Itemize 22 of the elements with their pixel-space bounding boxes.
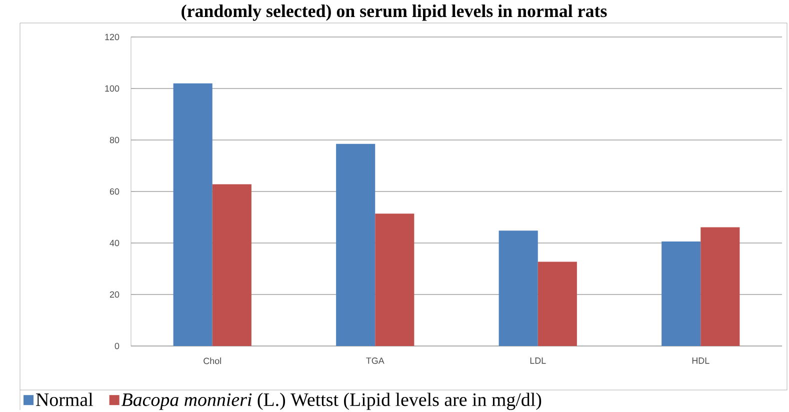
legend-label: Bacopa monnieri (L.) Wettst (Lipid levels are in mg/dl)	[121, 392, 542, 410]
y-tick-label: 20	[110, 291, 120, 298]
bar	[336, 144, 376, 346]
x-tick-label: LDL	[530, 358, 546, 364]
y-tick-label: 0	[114, 342, 120, 350]
y-tick-label: 120	[105, 34, 120, 40]
y-tick-label: 40	[110, 240, 120, 246]
bar	[212, 184, 252, 346]
x-tick-label: Chol	[204, 358, 221, 364]
legend-label: Normal	[36, 392, 93, 406]
chart-title: (randomly selected) on serum lipid levels in normal rats	[182, 4, 607, 21]
y-tick-label: 80	[110, 136, 120, 144]
bar	[498, 230, 538, 346]
bar	[662, 241, 701, 346]
bar	[538, 262, 577, 346]
x-tick-label: TGA	[366, 358, 384, 364]
y-tick-label: 100	[105, 85, 120, 92]
bar	[375, 214, 414, 346]
bar	[700, 227, 740, 346]
bar	[173, 83, 212, 346]
y-tick-label: 60	[110, 188, 120, 195]
x-tick-label: HDL	[692, 358, 710, 364]
